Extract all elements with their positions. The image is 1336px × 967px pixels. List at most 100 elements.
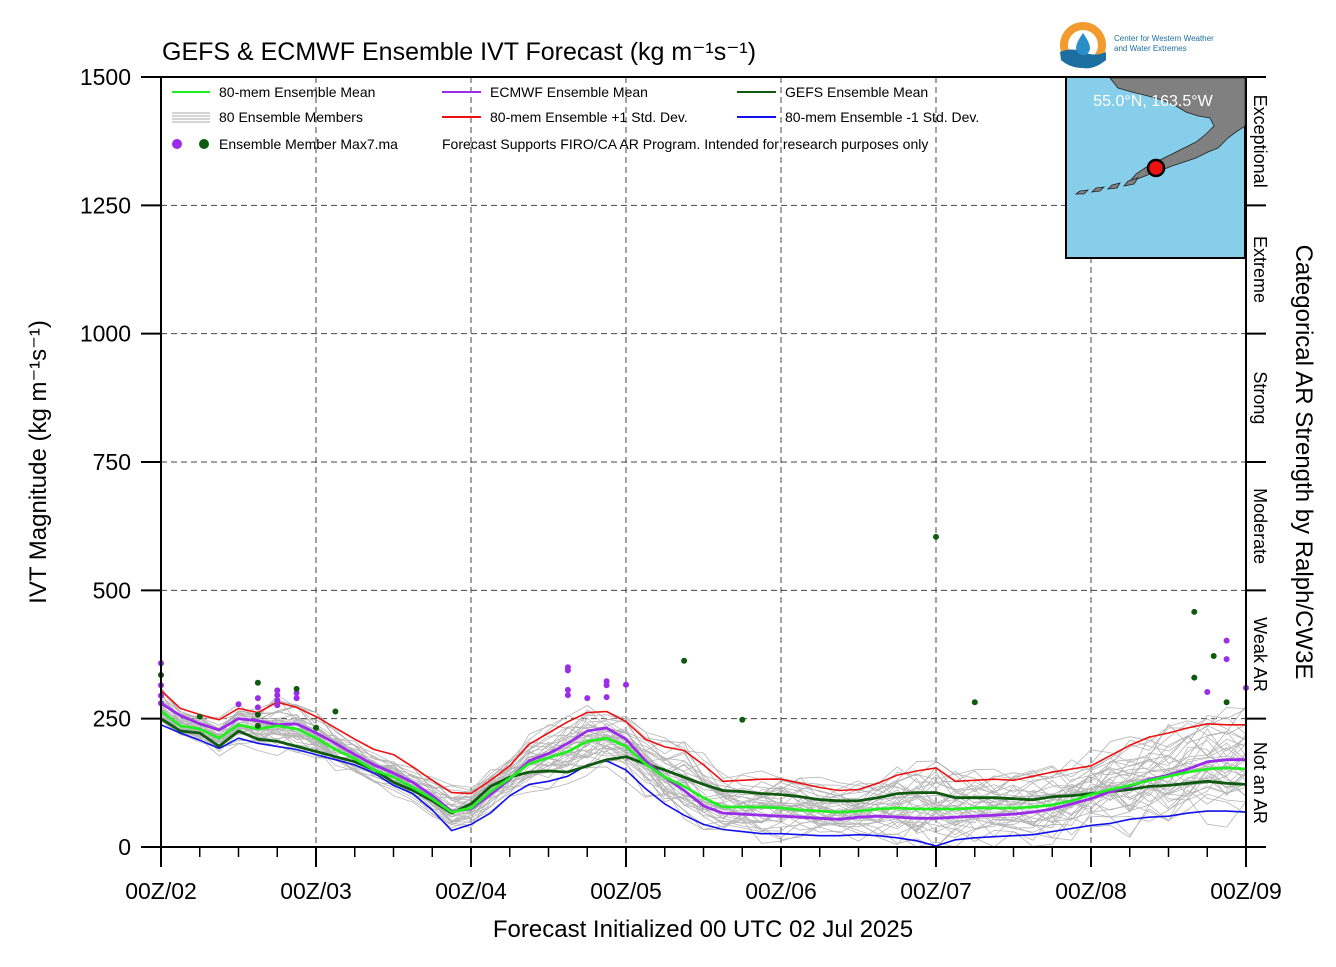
map-location-label: 55.0°N, 163.5°W [1093, 93, 1213, 110]
x-axis-label: Forecast Initialized 00 UTC 02 Jul 2025 [493, 916, 913, 943]
map-inset: 55.0°N, 163.5°W [1065, 76, 1246, 259]
y-axis-label: IVT Magnitude (kg m⁻¹s⁻¹) [25, 320, 52, 604]
max-point-ecmwf [1223, 656, 1230, 663]
x-tick-label: 00Z/03 [280, 878, 352, 904]
legend: 80-mem Ensemble Mean ECMWF Ensemble Mean… [172, 84, 979, 152]
series-line-ecmwf-ensemble-mean [160, 702, 1246, 821]
legend-label-plus-std: 80-mem Ensemble +1 Std. Dev. [490, 109, 688, 125]
y-tick-label: 1250 [80, 192, 131, 218]
legend-label-max: Ensemble Member Max7.ma [219, 136, 398, 152]
max-point-gefs [293, 685, 300, 692]
category-label: Strong [1250, 371, 1270, 424]
max-point-ecmwf [603, 678, 610, 685]
ensemble-member-line [160, 708, 1247, 805]
x-tick-label: 00Z/06 [745, 878, 817, 904]
ensemble-member-line [160, 692, 1247, 806]
x-tick-label: 00Z/08 [1055, 878, 1127, 904]
max-point-ecmwf [1223, 637, 1230, 644]
ensemble-max-points [158, 533, 1249, 731]
max-point-gefs [1191, 608, 1198, 615]
max-point-ecmwf [623, 681, 629, 688]
legend-marker-gefs-max [199, 139, 209, 149]
max-point-ecmwf [274, 702, 281, 709]
series-lines [160, 689, 1247, 847]
max-point-ecmwf [584, 695, 591, 702]
max-point-gefs [933, 533, 939, 540]
series-line-80-mem-ensemble-mean [160, 709, 1247, 814]
logo-drop-icon [1076, 33, 1090, 55]
max-point-gefs [313, 724, 319, 731]
y-axis-ticks: 0 250 500 750 1000 1250 1500 [80, 64, 1266, 860]
max-point-ecmwf [564, 686, 571, 693]
ensemble-member-line [160, 693, 1247, 797]
cw3e-logo: Center for Western Weather and Water Ext… [1060, 22, 1214, 69]
x-tick-label: 00Z/09 [1210, 878, 1282, 904]
x-tick-label: 00Z/05 [590, 878, 662, 904]
max-point-ecmwf [293, 690, 300, 696]
max-point-ecmwf [274, 697, 281, 704]
legend-swatch-members [172, 112, 210, 123]
y-tick-label: 500 [93, 577, 131, 603]
legend-label-gefs: GEFS Ensemble Mean [785, 84, 928, 100]
y-tick-label: 1500 [80, 64, 131, 90]
series-line-80-mem-ensemble-1-std-dev- [160, 724, 1247, 847]
legend-note: Forecast Supports FIRO/CA AR Program. In… [442, 136, 928, 152]
category-label: Exceptional [1250, 95, 1270, 188]
max-point-ecmwf [254, 695, 261, 702]
max-point-ecmwf [603, 682, 610, 689]
max-point-gefs [254, 722, 261, 729]
legend-label-minus-std: 80-mem Ensemble -1 Std. Dev. [785, 109, 979, 125]
max-point-gefs [332, 708, 339, 715]
logo-waves-icon [1060, 49, 1106, 69]
ensemble-member-line [160, 687, 1247, 797]
grid-lines [161, 77, 1246, 847]
x-tick-label: 00Z/04 [435, 878, 507, 904]
legend-label-mean: 80-mem Ensemble Mean [219, 84, 375, 100]
series-line-80-mem-ensemble-1-std-dev- [160, 689, 1246, 795]
max-point-ecmwf [564, 667, 571, 674]
max-point-gefs [1210, 653, 1217, 659]
max-point-gefs [1191, 674, 1198, 681]
y-tick-label: 750 [93, 449, 131, 475]
y-tick-label: 0 [118, 834, 131, 860]
y-tick-label: 250 [93, 706, 131, 732]
y-tick-label: 1000 [80, 321, 131, 347]
map-land-islands [1074, 177, 1139, 195]
logo-text-line2: and Water Extremes [1114, 44, 1187, 53]
ensemble-member-line [160, 719, 1247, 848]
max-point-ecmwf [603, 694, 610, 701]
category-label: Not an AR [1250, 742, 1270, 824]
right-axis-label: Categorical AR Strength by Ralph/CW3E [1290, 245, 1317, 680]
logo-text-line1: Center for Western Weather [1114, 34, 1214, 43]
category-label: Extreme [1250, 236, 1270, 303]
legend-label-members: 80 Ensemble Members [219, 109, 363, 125]
max-point-gefs [254, 679, 261, 686]
max-point-ecmwf [1204, 689, 1211, 695]
max-point-gefs [971, 699, 978, 706]
max-point-ecmwf [274, 687, 281, 694]
max-point-ecmwf [254, 704, 261, 711]
category-label: Weak AR [1250, 617, 1270, 692]
max-point-gefs [254, 711, 261, 718]
series-line-gefs-ensemble-mean [160, 717, 1247, 815]
category-labels: Not an AR Weak AR Moderate Strong Extreme Exc… [1250, 95, 1270, 824]
max-point-gefs [196, 713, 203, 720]
x-tick-label: 00Z/07 [900, 878, 972, 904]
max-point-gefs [681, 657, 688, 664]
max-point-gefs [739, 716, 746, 723]
max-point-ecmwf [564, 692, 571, 699]
max-point-ecmwf [293, 695, 300, 702]
x-axis-ticks: 00Z/02 00Z/03 00Z/04 00Z/05 00Z/06 00Z/07 00Z/… [125, 847, 1282, 904]
max-point-gefs [1223, 699, 1230, 706]
ensemble-member-line [160, 701, 1247, 813]
ensemble-member-line [160, 695, 1247, 799]
x-tick-label: 00Z/02 [125, 878, 197, 904]
map-location-marker [1146, 158, 1166, 178]
legend-label-ecmwf: ECMWF Ensemble Mean [490, 84, 648, 100]
chart-title: GEFS & ECMWF Ensemble IVT Forecast (kg m… [162, 38, 756, 66]
max-point-ecmwf [274, 692, 281, 699]
category-label: Moderate [1250, 488, 1270, 564]
legend-marker-ecmwf-max [172, 139, 182, 149]
max-point-ecmwf [235, 701, 242, 708]
